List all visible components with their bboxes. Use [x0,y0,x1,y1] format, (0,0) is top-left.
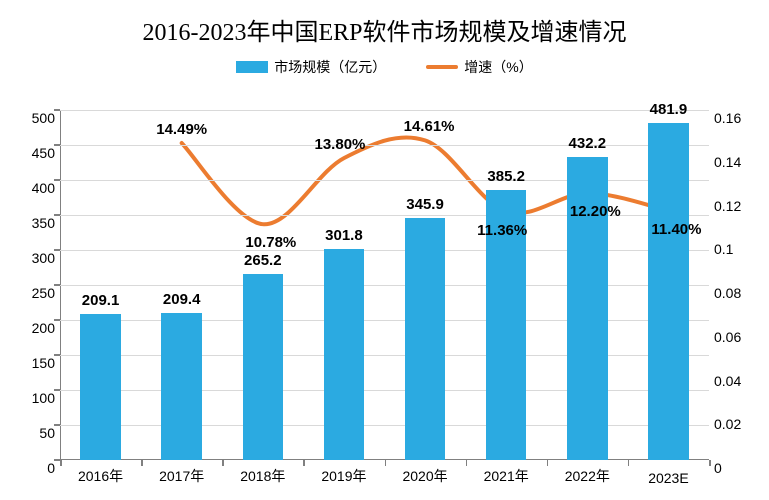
y-left-tick-label: 200 [5,320,55,336]
bar-value-label: 345.9 [405,196,446,213]
bar: 481.9 [648,123,689,460]
line-value-label: 14.61% [404,118,455,135]
y-left-tick-label: 50 [5,425,55,441]
chart-title: 2016-2023年中国ERP软件市场规模及增速情况 [0,0,769,47]
y-left-tick-label: 250 [5,285,55,301]
gridline [60,250,709,251]
line-value-label: 11.40% [651,221,701,238]
gridline [60,180,709,181]
y-tick-mark [54,389,60,391]
x-axis-label: 2018年 [240,466,285,486]
plot-area: 050100150200250300350400450500 00.020.04… [60,110,709,460]
y-right-tick-label: 0.02 [714,416,764,432]
gridline [60,355,709,356]
line-value-label: 10.78% [245,234,296,251]
x-tick-mark [709,460,711,466]
y-right-tick-label: 0.14 [714,154,764,170]
y-tick-mark [54,214,60,216]
bar-value-label: 385.2 [486,168,527,185]
gridline [60,320,709,321]
y-right-tick-label: 0.08 [714,285,764,301]
x-tick-mark [385,460,387,466]
y-right-tick-label: 0 [714,460,764,476]
y-tick-mark [54,144,60,146]
bar-swatch-icon [236,61,268,73]
legend: 市场规模（亿元） 增速（%） [0,57,769,77]
x-axis-label: 2016年 [78,466,123,486]
gridline [60,145,709,146]
y-tick-mark [54,109,60,111]
bar-value-label: 265.2 [243,252,284,269]
bar-value-label: 209.4 [161,291,202,308]
bar: 209.4 [161,313,202,460]
y-right-tick-label: 0.12 [714,198,764,214]
y-left-tick-label: 300 [5,250,55,266]
gridline [60,285,709,286]
y-tick-mark [54,319,60,321]
y-tick-mark [54,354,60,356]
y-right-tick-label: 0.06 [714,329,764,345]
x-axis-label: 2017年 [159,466,204,486]
y-tick-mark [54,284,60,286]
y-left-tick-label: 400 [5,180,55,196]
gridline [60,110,709,111]
y-tick-mark [54,424,60,426]
bar: 345.9 [405,218,446,460]
x-tick-mark [141,460,143,466]
bar: 209.1 [80,314,121,460]
gridline [60,390,709,391]
y-left-tick-label: 100 [5,390,55,406]
gridline [60,425,709,426]
line-value-label: 13.80% [315,136,366,153]
x-tick-mark [628,460,630,466]
x-axis-label: 2022年 [565,466,610,486]
line-value-label: 12.20% [570,203,621,220]
y-axis-right: 00.020.040.060.080.10.120.140.16 [714,110,764,460]
x-tick-mark [60,460,62,466]
bar-value-label: 301.8 [324,227,365,244]
y-left-tick-label: 150 [5,355,55,371]
y-right-tick-label: 0.1 [714,241,764,257]
x-axis-label: 2023E [648,470,688,486]
x-axis-label: 2020年 [402,466,447,486]
y-tick-mark [54,249,60,251]
bar-value-label: 432.2 [567,135,608,152]
x-tick-mark [466,460,468,466]
line-swatch-icon [426,65,458,69]
line-value-label: 11.36% [477,222,527,239]
x-axis-label: 2019年 [321,466,366,486]
x-tick-mark [547,460,549,466]
legend-line-label: 增速（%） [464,57,532,77]
legend-bar-label: 市场规模（亿元） [274,57,386,77]
y-axis-left: 050100150200250300350400450500 [5,110,55,460]
x-tick-mark [303,460,305,466]
x-axis-label: 2021年 [484,466,529,486]
line-value-label: 14.49% [156,121,207,138]
y-left-tick-label: 350 [5,215,55,231]
legend-item-bar: 市场规模（亿元） [236,57,386,77]
y-left-tick-label: 0 [5,460,55,476]
bar: 301.8 [324,249,365,460]
y-left-tick-label: 500 [5,110,55,126]
bar: 265.2 [243,274,284,460]
y-left-tick-label: 450 [5,145,55,161]
legend-item-line: 增速（%） [426,57,532,77]
y-right-tick-label: 0.16 [714,110,764,126]
bar-value-label: 209.1 [80,292,121,309]
x-tick-mark [222,460,224,466]
y-tick-mark [54,179,60,181]
bar-value-label: 481.9 [648,101,689,118]
y-right-tick-label: 0.04 [714,373,764,389]
